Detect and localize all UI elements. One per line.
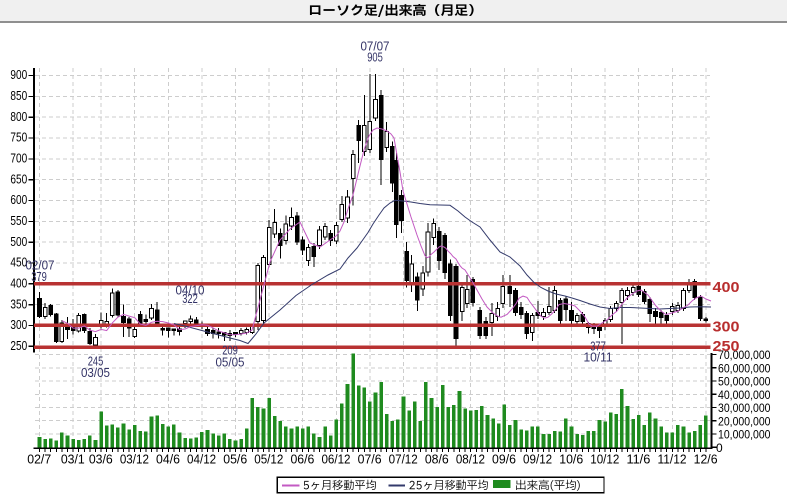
svg-text:07/12: 07/12 [389, 452, 418, 467]
svg-text:300: 300 [713, 320, 740, 336]
svg-text:377: 377 [590, 339, 606, 354]
svg-text:650: 650 [10, 172, 27, 186]
svg-text:350: 350 [10, 297, 27, 311]
svg-text:07/6: 07/6 [358, 452, 382, 467]
svg-text:300: 300 [10, 318, 27, 332]
svg-text:04/6: 04/6 [156, 452, 180, 467]
svg-text:250: 250 [713, 339, 740, 355]
svg-text:05/6: 05/6 [223, 452, 247, 467]
svg-text:02/07: 02/07 [25, 257, 54, 272]
svg-text:20,000,000: 20,000,000 [718, 414, 771, 428]
svg-text:10/12: 10/12 [590, 452, 619, 467]
svg-text:06/6: 06/6 [290, 452, 314, 467]
svg-text:03/05: 03/05 [81, 365, 110, 380]
svg-text:06/12: 06/12 [321, 452, 350, 467]
svg-text:08/12: 08/12 [456, 452, 485, 467]
svg-text:11/12: 11/12 [657, 452, 686, 467]
svg-text:250: 250 [10, 339, 27, 353]
svg-text:379: 379 [31, 269, 47, 284]
svg-text:08/6: 08/6 [425, 452, 449, 467]
svg-text:40,000,000: 40,000,000 [718, 388, 771, 402]
svg-text:700: 700 [10, 152, 27, 166]
svg-text:10/6: 10/6 [559, 452, 583, 467]
svg-text:12/6: 12/6 [694, 452, 718, 467]
svg-text:10,000,000: 10,000,000 [718, 428, 771, 442]
svg-text:550: 550 [10, 214, 27, 228]
svg-text:0: 0 [716, 441, 723, 455]
svg-text:600: 600 [10, 193, 27, 207]
svg-text:905: 905 [367, 50, 383, 65]
svg-text:50,000,000: 50,000,000 [718, 375, 771, 389]
svg-text:400: 400 [713, 280, 740, 296]
svg-text:70,000,000: 70,000,000 [718, 348, 771, 362]
svg-text:245: 245 [88, 353, 104, 368]
svg-text:09/6: 09/6 [492, 452, 516, 467]
svg-text:11/6: 11/6 [626, 452, 650, 467]
svg-text:500: 500 [10, 235, 27, 249]
svg-text:05/12: 05/12 [254, 452, 283, 467]
svg-text:03/12: 03/12 [120, 452, 149, 467]
svg-text:09/12: 09/12 [523, 452, 552, 467]
svg-text:850: 850 [10, 89, 27, 103]
svg-text:900: 900 [10, 68, 27, 82]
svg-text:322: 322 [182, 291, 198, 306]
svg-text:07/07: 07/07 [360, 38, 389, 53]
svg-text:02/7: 02/7 [27, 452, 51, 467]
svg-text:03/1: 03/1 [61, 452, 85, 467]
svg-text:60,000,000: 60,000,000 [718, 361, 771, 375]
svg-text:750: 750 [10, 131, 27, 145]
svg-text:30,000,000: 30,000,000 [718, 401, 771, 415]
svg-text:209: 209 [222, 343, 238, 358]
svg-text:10/11: 10/11 [583, 350, 612, 365]
svg-text:800: 800 [10, 110, 27, 124]
svg-text:04/12: 04/12 [187, 452, 216, 467]
svg-text:05/05: 05/05 [215, 354, 244, 369]
svg-text:03/6: 03/6 [89, 452, 113, 467]
svg-text:400: 400 [10, 276, 27, 290]
svg-text:04/10: 04/10 [175, 283, 204, 298]
svg-text:450: 450 [10, 256, 27, 270]
